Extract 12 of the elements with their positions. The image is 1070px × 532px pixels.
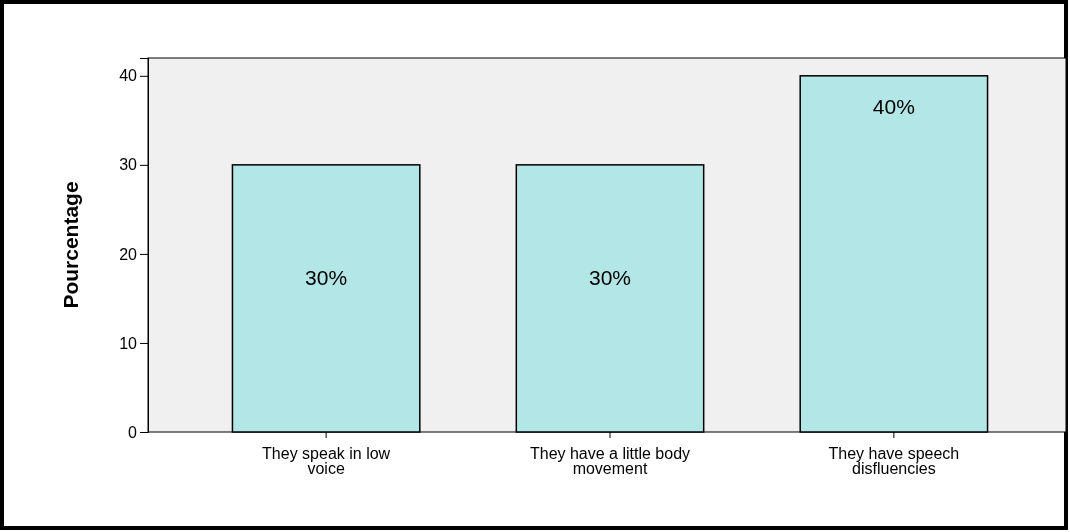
data-label: 30% xyxy=(305,265,348,289)
y-tick-label: 0 xyxy=(128,423,138,441)
x-tick-label: They have a little body movement xyxy=(529,445,691,477)
y-axis-title: Pourcentage xyxy=(59,181,82,309)
x-tick-label: They have speech disfluencies xyxy=(828,445,960,477)
data-label: 40% xyxy=(872,94,915,118)
y-tick-label: 40 xyxy=(119,67,138,85)
y-tick-label: 20 xyxy=(119,245,138,263)
y-tick-label: 30 xyxy=(119,156,138,174)
y-tick-label: 10 xyxy=(119,334,138,352)
data-label: 30% xyxy=(588,265,632,289)
x-tick-label: They speak in low voice xyxy=(262,445,391,477)
